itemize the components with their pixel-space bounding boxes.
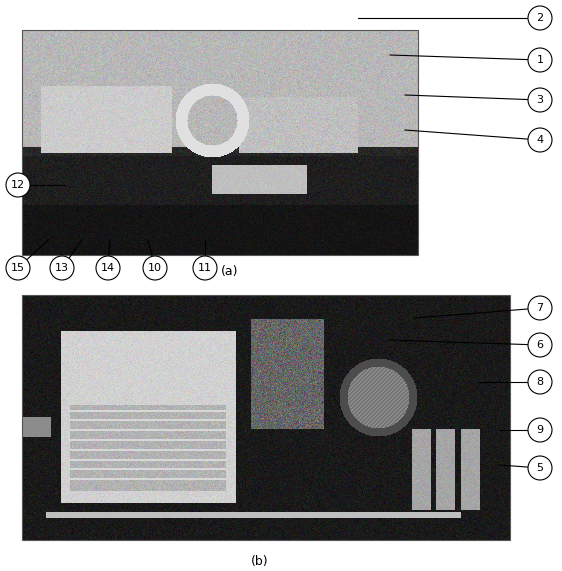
Circle shape (528, 48, 552, 72)
Text: 15: 15 (11, 263, 25, 273)
Text: 5: 5 (537, 463, 543, 473)
Text: 9: 9 (537, 425, 543, 435)
Text: 2: 2 (537, 13, 543, 23)
Text: 6: 6 (537, 340, 543, 350)
Circle shape (193, 256, 217, 280)
Text: 3: 3 (537, 95, 543, 105)
Text: 12: 12 (11, 180, 25, 190)
Circle shape (6, 256, 30, 280)
Circle shape (528, 296, 552, 320)
Text: 8: 8 (537, 377, 543, 387)
Circle shape (528, 333, 552, 357)
Text: 4: 4 (537, 135, 543, 145)
Text: 14: 14 (101, 263, 115, 273)
Text: 1: 1 (537, 55, 543, 65)
Circle shape (528, 418, 552, 442)
Circle shape (143, 256, 167, 280)
Circle shape (528, 6, 552, 30)
Circle shape (528, 128, 552, 152)
Text: 10: 10 (148, 263, 162, 273)
Text: (b): (b) (251, 555, 269, 568)
Circle shape (528, 88, 552, 112)
Text: 7: 7 (537, 303, 543, 313)
Circle shape (6, 173, 30, 197)
Text: (a): (a) (221, 265, 239, 278)
Text: 11: 11 (198, 263, 212, 273)
Circle shape (528, 370, 552, 394)
Circle shape (96, 256, 120, 280)
Circle shape (528, 456, 552, 480)
Text: 13: 13 (55, 263, 69, 273)
Circle shape (50, 256, 74, 280)
